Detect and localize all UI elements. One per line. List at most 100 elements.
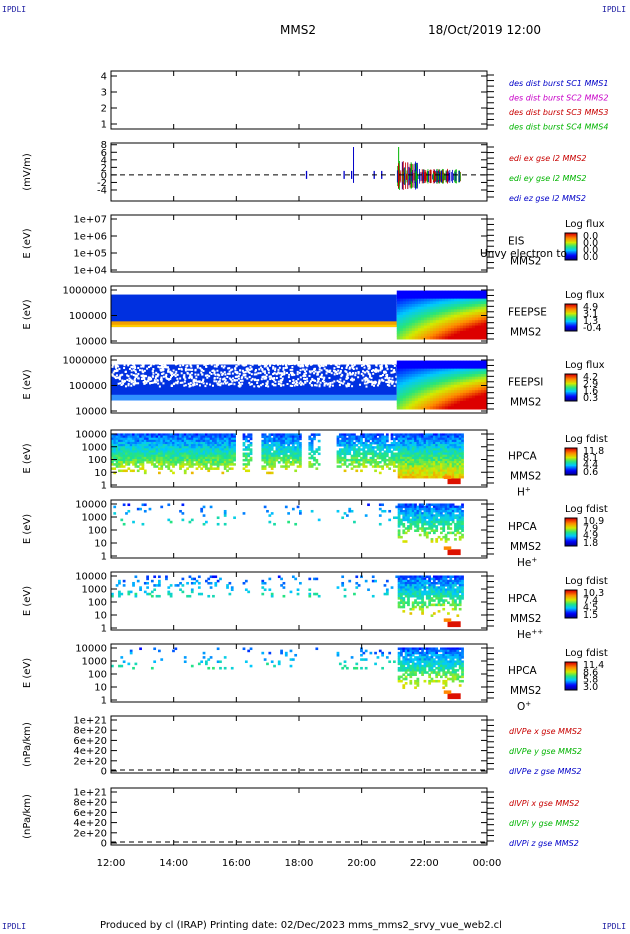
ytick-label-6-0: 1 xyxy=(101,481,107,492)
ytick-label-11-5: 1e+21 xyxy=(73,788,107,799)
spectrogram-6 xyxy=(111,433,464,485)
ytick-label-10-2: 4e+20 xyxy=(73,746,107,757)
colorbar-tick-4-2: 1.3 xyxy=(583,316,598,327)
corner-label-bottom-left: IPDLI xyxy=(2,922,27,931)
spacecraft-label-9: MMS2 xyxy=(510,685,541,697)
ytick-label-2-0: -4 xyxy=(97,185,107,196)
footer-text: Produced by cl (IRAP) Printing date: 02/… xyxy=(100,920,502,931)
ytick-label-9-1: 10 xyxy=(94,683,107,694)
colorbar-tick-4-0: 4.9 xyxy=(583,302,598,313)
spectrogram-8 xyxy=(111,575,464,628)
species-label-6: H+ xyxy=(517,486,531,499)
ytick-label-2-6: 8 xyxy=(101,140,107,151)
instrument-label-4: FEEPSE xyxy=(508,307,547,319)
colorbar-tick-3-1: 0.0 xyxy=(583,238,598,249)
colorbar-tick-6-3: 0.6 xyxy=(583,467,598,478)
ytick-label-3-2: 1e+06 xyxy=(73,232,107,243)
ytick-label-11-1: 2e+20 xyxy=(73,828,107,839)
colorbar-tick-5-1: 2.9 xyxy=(583,379,598,390)
colorbar-title-6: Log fdist xyxy=(565,434,608,445)
colorbar-tick-3-0: 0.0 xyxy=(583,231,598,242)
ytick-label-1-3: 4 xyxy=(101,72,107,83)
instrument-label-5: FEEPSI xyxy=(508,377,543,389)
ytick-label-4-1: 100000 xyxy=(69,311,107,322)
colorbar-title-4: Log flux xyxy=(565,290,605,301)
colorbar-tick-7-0: 10.9 xyxy=(583,516,604,527)
ylabel-9: E (eV) xyxy=(22,658,33,688)
colorbar-tick-8-2: 4.5 xyxy=(583,603,598,614)
ylabel-10: (nPa/km) xyxy=(22,722,33,767)
colorbar-tick-8-1: 7.4 xyxy=(583,595,598,606)
xtick-label-4: 20:00 xyxy=(347,858,376,869)
legend-entry-1-2: des dist burst SC3 MMS3 xyxy=(509,108,608,117)
ytick-label-7-3: 1000 xyxy=(82,513,107,524)
ytick-label-10-1: 2e+20 xyxy=(73,756,107,767)
ytick-label-2-1: -2 xyxy=(97,178,107,189)
spacecraft-label-7: MMS2 xyxy=(510,541,541,553)
date-time-label: 18/Oct/2019 12:00 xyxy=(428,23,542,37)
instrument-label-8: HPCA xyxy=(508,593,538,605)
spacecraft-label-8: MMS2 xyxy=(510,613,541,625)
ytick-label-2-5: 6 xyxy=(101,148,107,159)
legend-entry-2-2: edi ez gse l2 MMS2 xyxy=(509,194,586,203)
ytick-label-9-4: 10000 xyxy=(75,644,107,655)
panel-frame-11 xyxy=(110,787,488,846)
colorbar-tick-9-2: 5.8 xyxy=(583,675,598,686)
instrument-label-9: HPCA xyxy=(508,665,538,677)
legend-entry-10-0: dlVPe x gse MMS2 xyxy=(509,727,582,736)
ytick-label-9-0: 1 xyxy=(101,696,107,707)
ytick-label-8-1: 10 xyxy=(94,611,107,622)
spacecraft-label-3: MMS2 xyxy=(510,256,541,268)
ytick-label-1-0: 1 xyxy=(101,120,107,131)
ytick-label-11-0: 0 xyxy=(101,839,107,850)
species-label-7: He+ xyxy=(517,556,537,569)
colorbar-tick-8-3: 1.5 xyxy=(583,610,598,621)
ytick-label-4-0: 10000 xyxy=(75,337,107,348)
ylabel-7: E (eV) xyxy=(22,514,33,544)
legend-entry-2-1: edi ey gse l2 MMS2 xyxy=(509,174,587,183)
ylabel-4: E (eV) xyxy=(22,299,33,329)
spectrogram-5 xyxy=(111,360,488,410)
corner-label-top-left: IPDLI xyxy=(2,5,27,14)
xtick-label-2: 16:00 xyxy=(222,858,251,869)
ytick-label-4-2: 1000000 xyxy=(62,286,107,297)
ytick-label-2-4: 4 xyxy=(101,155,107,166)
ylabel-3: E (eV) xyxy=(22,228,33,258)
ytick-label-2-2: 0 xyxy=(101,170,107,181)
ytick-label-10-3: 6e+20 xyxy=(73,736,107,747)
legend-entry-10-1: dlVPe y gse MMS2 xyxy=(509,747,582,756)
spectrogram-7 xyxy=(113,503,464,556)
ytick-label-7-1: 10 xyxy=(94,539,107,550)
corner-label-bottom-right: IPDLI xyxy=(602,922,627,931)
legend-entry-11-2: dlVPi z gse MMS2 xyxy=(509,839,579,848)
ylabel-2: (mV/m) xyxy=(22,153,33,191)
xtick-label-3: 18:00 xyxy=(285,858,314,869)
ylabel-8: E (eV) xyxy=(22,586,33,616)
xtick-label-0: 12:00 xyxy=(97,858,126,869)
panel-frame-10 xyxy=(110,715,488,774)
ytick-label-5-0: 10000 xyxy=(75,407,107,418)
colorbar-tick-7-2: 4.9 xyxy=(583,531,598,542)
spacecraft-label-4: MMS2 xyxy=(510,327,541,339)
colorbar-tick-3-3: 0.0 xyxy=(583,252,598,263)
spectrogram-9 xyxy=(111,647,464,700)
colorbar-title-8: Log fdist xyxy=(565,576,608,587)
spacecraft-label-5: MMS2 xyxy=(510,397,541,409)
legend-entry-10-2: dlVPe z gse MMS2 xyxy=(509,767,582,776)
panel-frame-3 xyxy=(110,214,488,273)
colorbar-title-7: Log fdist xyxy=(565,504,608,515)
colorbar-tick-9-0: 11.4 xyxy=(583,660,604,671)
